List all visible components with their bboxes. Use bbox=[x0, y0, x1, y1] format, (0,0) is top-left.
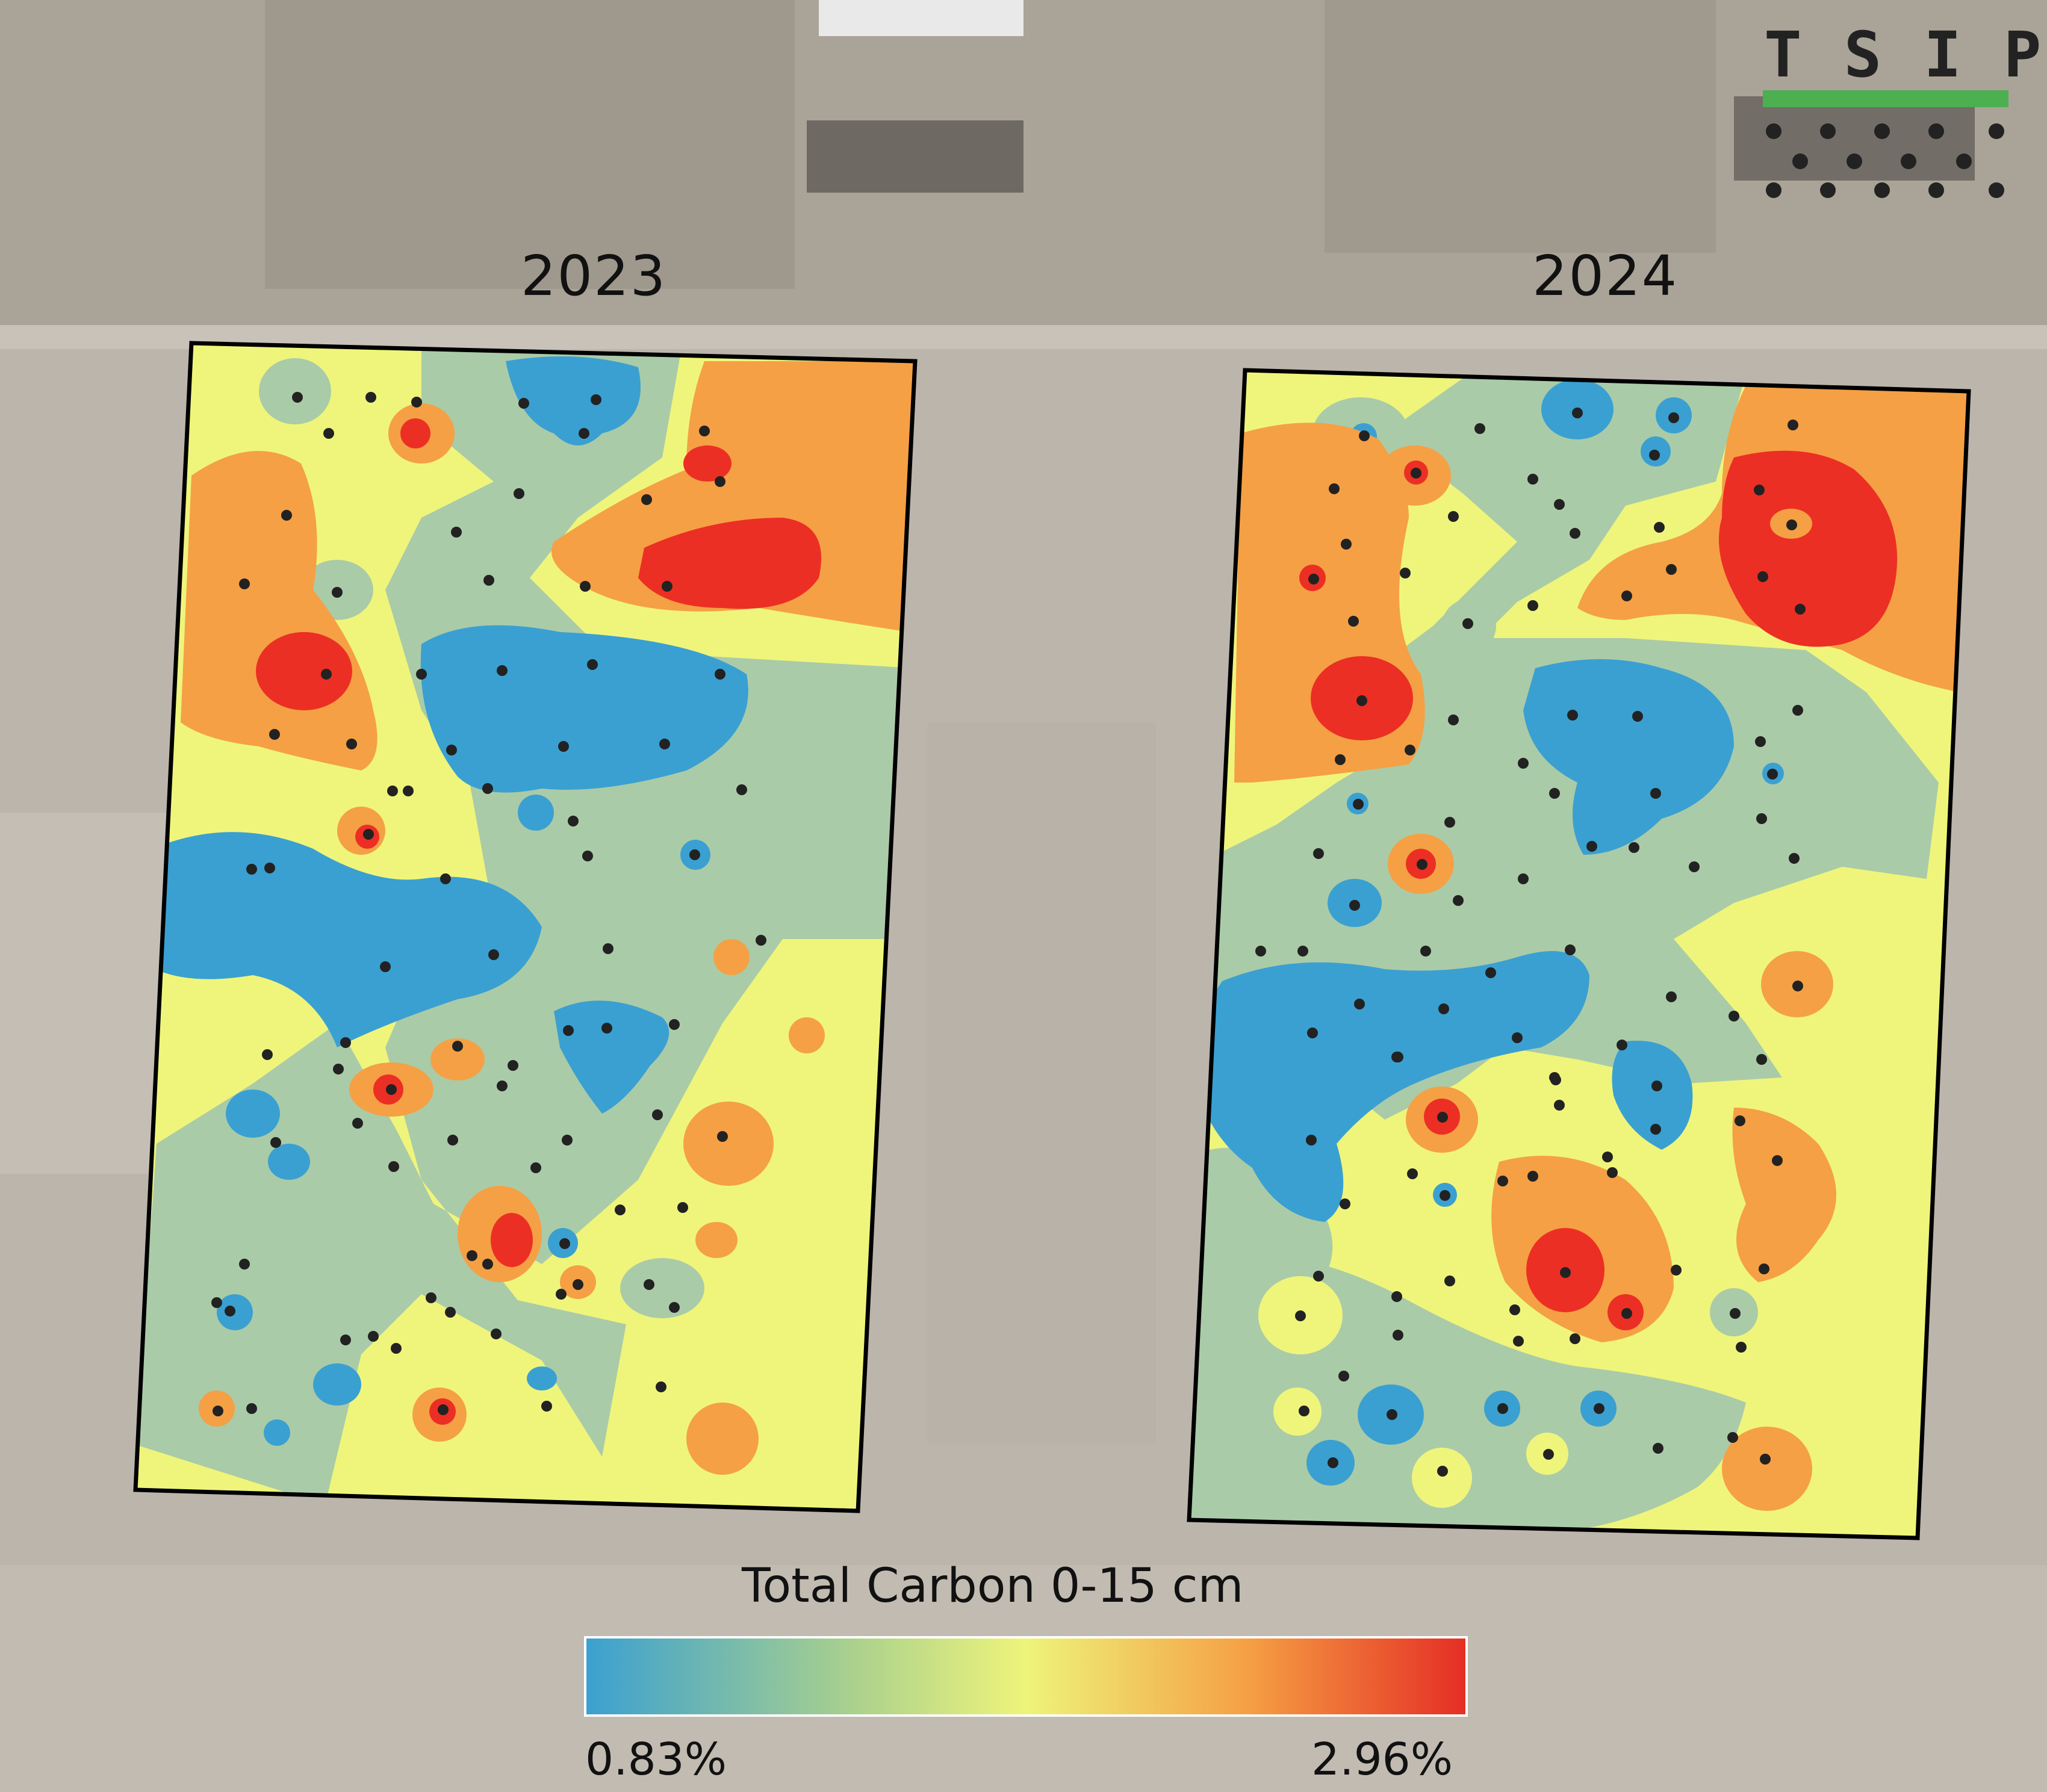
logo-bar bbox=[1763, 90, 2008, 107]
sample-points-2023 bbox=[211, 392, 766, 1416]
legend-min-label: 0.83% bbox=[585, 1734, 727, 1785]
tsip-logo bbox=[1763, 90, 2008, 198]
legend-max-label: 2.96% bbox=[1311, 1734, 1453, 1785]
sample-points-2024 bbox=[1255, 408, 1806, 1477]
legend-bar-frame bbox=[584, 1636, 1468, 1717]
heatmap-2024 bbox=[1189, 370, 1969, 1535]
field-boundary-2024 bbox=[1187, 368, 1971, 1540]
logo-text: TSIP bbox=[1764, 18, 2041, 91]
year-label-2024: 2024 bbox=[1532, 244, 1679, 308]
field-boundary-2023 bbox=[133, 341, 918, 1513]
legend-title: Total Carbon 0-15 cm bbox=[742, 1559, 1244, 1613]
logo-dots bbox=[1766, 123, 2004, 198]
map-2024 bbox=[1187, 368, 1971, 1540]
year-label-2023: 2023 bbox=[521, 244, 667, 308]
legend-gradient bbox=[584, 1636, 1468, 1717]
heatmap-2023 bbox=[135, 343, 915, 1505]
map-2023 bbox=[133, 341, 918, 1513]
